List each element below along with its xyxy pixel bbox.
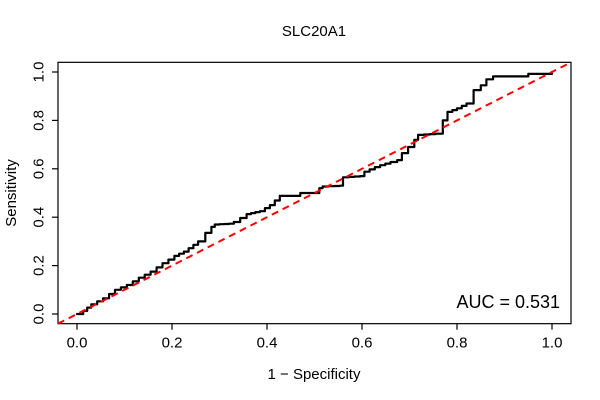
x-tick-label: 0.2: [162, 335, 183, 352]
y-tick-label: 0.0: [31, 304, 48, 325]
plot-box: [57, 61, 572, 325]
roc-curve-line: [75, 70, 554, 316]
y-tick-label: 1.0: [31, 62, 48, 83]
y-axis: 0.0 0.2 0.4 0.6 0.8 1.0: [31, 62, 58, 325]
chart-title: SLC20A1: [282, 23, 346, 40]
auc-annotation: AUC = 0.531: [456, 292, 560, 312]
x-tick-label: 0.0: [67, 335, 88, 352]
x-axis: 0.0 0.2 0.4 0.6 0.8 1.0: [67, 323, 563, 352]
y-tick-label: 0.4: [31, 207, 48, 228]
y-tick-label: 0.8: [31, 110, 48, 131]
x-tick-label: 1.0: [542, 335, 563, 352]
y-tick-label: 0.6: [31, 158, 48, 179]
x-tick-label: 0.6: [352, 335, 373, 352]
x-tick-label: 0.4: [257, 335, 278, 352]
y-tick-label: 0.2: [31, 255, 48, 276]
x-tick-label: 0.8: [447, 335, 468, 352]
x-axis-title: 1 − Specificity: [268, 366, 361, 383]
y-axis-title: Sensitivity: [3, 159, 20, 227]
